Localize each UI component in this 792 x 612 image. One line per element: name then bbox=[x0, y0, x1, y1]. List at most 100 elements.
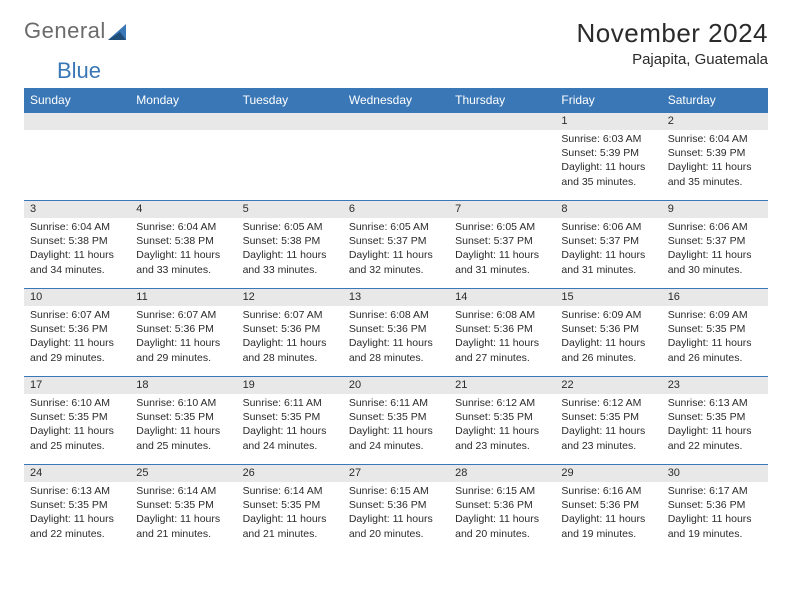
sunrise-text: Sunrise: 6:12 AM bbox=[561, 396, 655, 410]
weekday-sunday: Sunday bbox=[24, 88, 130, 113]
calendar-cell: 2Sunrise: 6:04 AMSunset: 5:39 PMDaylight… bbox=[662, 113, 768, 201]
sunrise-text: Sunrise: 6:16 AM bbox=[561, 484, 655, 498]
day-number: 6 bbox=[343, 201, 449, 218]
weekday-tuesday: Tuesday bbox=[237, 88, 343, 113]
day-number: 7 bbox=[449, 201, 555, 218]
sunset-text: Sunset: 5:36 PM bbox=[455, 498, 549, 512]
sunrise-text: Sunrise: 6:15 AM bbox=[455, 484, 549, 498]
sunrise-text: Sunrise: 6:15 AM bbox=[349, 484, 443, 498]
calendar-week-row: 10Sunrise: 6:07 AMSunset: 5:36 PMDayligh… bbox=[24, 289, 768, 377]
calendar-cell: 3Sunrise: 6:04 AMSunset: 5:38 PMDaylight… bbox=[24, 201, 130, 289]
day-number: 17 bbox=[24, 377, 130, 394]
day-details: Sunrise: 6:06 AMSunset: 5:37 PMDaylight:… bbox=[555, 218, 661, 281]
daylight-text: Daylight: 11 hours and 31 minutes. bbox=[561, 248, 655, 276]
sunrise-text: Sunrise: 6:05 AM bbox=[243, 220, 337, 234]
logo-text-b: Blue bbox=[57, 58, 101, 83]
weekday-header-row: Sunday Monday Tuesday Wednesday Thursday… bbox=[24, 88, 768, 113]
day-number: 29 bbox=[555, 465, 661, 482]
day-number: 14 bbox=[449, 289, 555, 306]
sunrise-text: Sunrise: 6:12 AM bbox=[455, 396, 549, 410]
daylight-text: Daylight: 11 hours and 26 minutes. bbox=[668, 336, 762, 364]
daylight-text: Daylight: 11 hours and 29 minutes. bbox=[136, 336, 230, 364]
sunset-text: Sunset: 5:38 PM bbox=[136, 234, 230, 248]
weekday-saturday: Saturday bbox=[662, 88, 768, 113]
calendar-cell: 26Sunrise: 6:14 AMSunset: 5:35 PMDayligh… bbox=[237, 465, 343, 553]
day-details: Sunrise: 6:12 AMSunset: 5:35 PMDaylight:… bbox=[449, 394, 555, 457]
day-number: 25 bbox=[130, 465, 236, 482]
daylight-text: Daylight: 11 hours and 33 minutes. bbox=[243, 248, 337, 276]
day-details: Sunrise: 6:05 AMSunset: 5:37 PMDaylight:… bbox=[343, 218, 449, 281]
day-number bbox=[237, 113, 343, 130]
calendar-cell: 25Sunrise: 6:14 AMSunset: 5:35 PMDayligh… bbox=[130, 465, 236, 553]
calendar-cell bbox=[24, 113, 130, 201]
day-details: Sunrise: 6:14 AMSunset: 5:35 PMDaylight:… bbox=[130, 482, 236, 545]
daylight-text: Daylight: 11 hours and 19 minutes. bbox=[668, 512, 762, 540]
calendar-cell: 18Sunrise: 6:10 AMSunset: 5:35 PMDayligh… bbox=[130, 377, 236, 465]
daylight-text: Daylight: 11 hours and 25 minutes. bbox=[30, 424, 124, 452]
day-details: Sunrise: 6:13 AMSunset: 5:35 PMDaylight:… bbox=[662, 394, 768, 457]
calendar-cell: 9Sunrise: 6:06 AMSunset: 5:37 PMDaylight… bbox=[662, 201, 768, 289]
daylight-text: Daylight: 11 hours and 27 minutes. bbox=[455, 336, 549, 364]
day-number: 4 bbox=[130, 201, 236, 218]
sunset-text: Sunset: 5:36 PM bbox=[668, 498, 762, 512]
sunset-text: Sunset: 5:36 PM bbox=[455, 322, 549, 336]
day-number: 11 bbox=[130, 289, 236, 306]
daylight-text: Daylight: 11 hours and 22 minutes. bbox=[668, 424, 762, 452]
calendar-cell bbox=[449, 113, 555, 201]
day-number bbox=[130, 113, 236, 130]
calendar-cell: 22Sunrise: 6:12 AMSunset: 5:35 PMDayligh… bbox=[555, 377, 661, 465]
calendar-cell: 19Sunrise: 6:11 AMSunset: 5:35 PMDayligh… bbox=[237, 377, 343, 465]
day-number: 27 bbox=[343, 465, 449, 482]
daylight-text: Daylight: 11 hours and 25 minutes. bbox=[136, 424, 230, 452]
calendar-cell: 5Sunrise: 6:05 AMSunset: 5:38 PMDaylight… bbox=[237, 201, 343, 289]
calendar-cell: 16Sunrise: 6:09 AMSunset: 5:35 PMDayligh… bbox=[662, 289, 768, 377]
calendar-cell: 15Sunrise: 6:09 AMSunset: 5:36 PMDayligh… bbox=[555, 289, 661, 377]
daylight-text: Daylight: 11 hours and 20 minutes. bbox=[455, 512, 549, 540]
sunrise-text: Sunrise: 6:08 AM bbox=[455, 308, 549, 322]
day-details: Sunrise: 6:06 AMSunset: 5:37 PMDaylight:… bbox=[662, 218, 768, 281]
day-details: Sunrise: 6:03 AMSunset: 5:39 PMDaylight:… bbox=[555, 130, 661, 193]
logo-text-a: General bbox=[24, 18, 106, 44]
sunset-text: Sunset: 5:36 PM bbox=[349, 322, 443, 336]
day-details: Sunrise: 6:09 AMSunset: 5:36 PMDaylight:… bbox=[555, 306, 661, 369]
weekday-friday: Friday bbox=[555, 88, 661, 113]
day-number: 9 bbox=[662, 201, 768, 218]
day-details: Sunrise: 6:11 AMSunset: 5:35 PMDaylight:… bbox=[237, 394, 343, 457]
daylight-text: Daylight: 11 hours and 35 minutes. bbox=[668, 160, 762, 188]
calendar-cell: 21Sunrise: 6:12 AMSunset: 5:35 PMDayligh… bbox=[449, 377, 555, 465]
daylight-text: Daylight: 11 hours and 24 minutes. bbox=[243, 424, 337, 452]
sunset-text: Sunset: 5:35 PM bbox=[668, 322, 762, 336]
sunrise-text: Sunrise: 6:10 AM bbox=[30, 396, 124, 410]
daylight-text: Daylight: 11 hours and 31 minutes. bbox=[455, 248, 549, 276]
sunset-text: Sunset: 5:37 PM bbox=[668, 234, 762, 248]
daylight-text: Daylight: 11 hours and 29 minutes. bbox=[30, 336, 124, 364]
sunset-text: Sunset: 5:35 PM bbox=[561, 410, 655, 424]
sunset-text: Sunset: 5:36 PM bbox=[30, 322, 124, 336]
weekday-wednesday: Wednesday bbox=[343, 88, 449, 113]
sunrise-text: Sunrise: 6:13 AM bbox=[668, 396, 762, 410]
sunrise-text: Sunrise: 6:06 AM bbox=[668, 220, 762, 234]
calendar-week-row: 3Sunrise: 6:04 AMSunset: 5:38 PMDaylight… bbox=[24, 201, 768, 289]
day-number: 10 bbox=[24, 289, 130, 306]
day-details: Sunrise: 6:11 AMSunset: 5:35 PMDaylight:… bbox=[343, 394, 449, 457]
day-details: Sunrise: 6:04 AMSunset: 5:38 PMDaylight:… bbox=[130, 218, 236, 281]
calendar-cell: 10Sunrise: 6:07 AMSunset: 5:36 PMDayligh… bbox=[24, 289, 130, 377]
day-number: 21 bbox=[449, 377, 555, 394]
day-number bbox=[449, 113, 555, 130]
day-details: Sunrise: 6:08 AMSunset: 5:36 PMDaylight:… bbox=[449, 306, 555, 369]
calendar-cell: 24Sunrise: 6:13 AMSunset: 5:35 PMDayligh… bbox=[24, 465, 130, 553]
calendar-cell: 13Sunrise: 6:08 AMSunset: 5:36 PMDayligh… bbox=[343, 289, 449, 377]
calendar-cell: 27Sunrise: 6:15 AMSunset: 5:36 PMDayligh… bbox=[343, 465, 449, 553]
sunrise-text: Sunrise: 6:05 AM bbox=[349, 220, 443, 234]
sunrise-text: Sunrise: 6:04 AM bbox=[668, 132, 762, 146]
sunset-text: Sunset: 5:36 PM bbox=[349, 498, 443, 512]
sunset-text: Sunset: 5:35 PM bbox=[30, 410, 124, 424]
sunset-text: Sunset: 5:36 PM bbox=[136, 322, 230, 336]
sunrise-text: Sunrise: 6:14 AM bbox=[243, 484, 337, 498]
daylight-text: Daylight: 11 hours and 23 minutes. bbox=[455, 424, 549, 452]
daylight-text: Daylight: 11 hours and 24 minutes. bbox=[349, 424, 443, 452]
calendar-cell bbox=[237, 113, 343, 201]
calendar-cell: 11Sunrise: 6:07 AMSunset: 5:36 PMDayligh… bbox=[130, 289, 236, 377]
calendar-page: General November 2024 Pajapita, Guatemal… bbox=[0, 0, 792, 553]
calendar-cell: 20Sunrise: 6:11 AMSunset: 5:35 PMDayligh… bbox=[343, 377, 449, 465]
